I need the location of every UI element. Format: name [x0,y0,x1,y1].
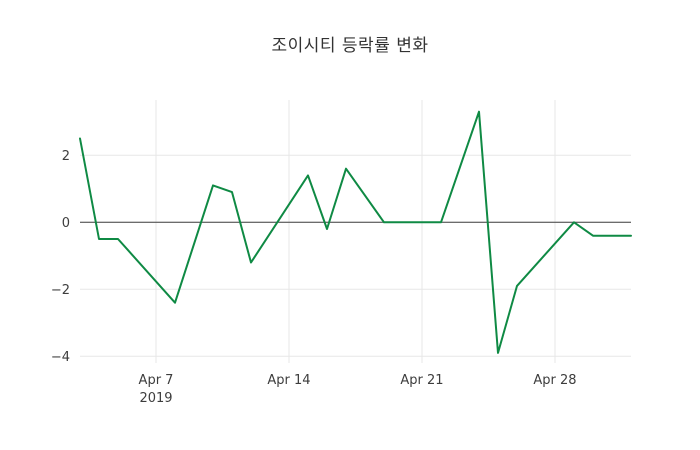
series-line [79,110,632,354]
chart-title: 조이시티 등락률 변화 [271,36,429,56]
x-tick-label: Apr 14 [267,373,310,388]
y-tick-label: −2 [51,283,70,298]
x-tick-sublabel: 2019 [139,391,172,406]
y-tick-label: 0 [62,216,70,231]
x-tick-label: Apr 21 [400,373,443,388]
x-tick-label: Apr 28 [533,373,576,388]
x-tick-label: Apr 7 [139,373,174,388]
y-tick-label: 2 [62,149,70,164]
y-tick-label: −4 [51,350,70,365]
